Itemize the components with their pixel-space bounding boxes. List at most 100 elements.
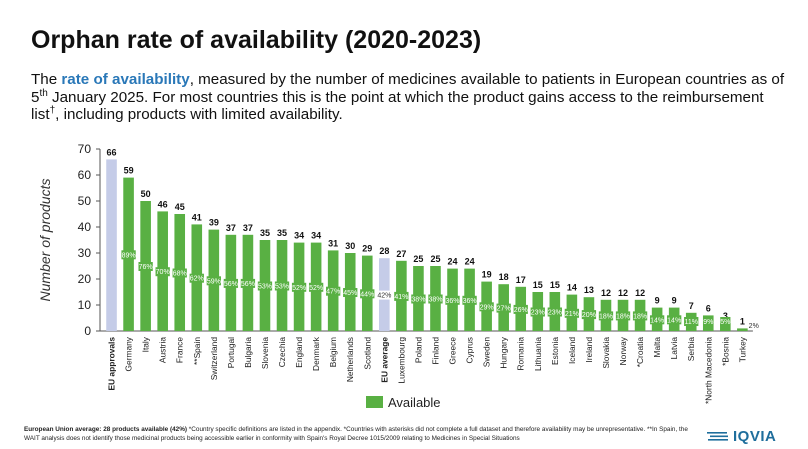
x-category-label: Sweden (482, 337, 492, 368)
bar-percent-label: 11% (684, 319, 698, 326)
reference-bar (106, 159, 117, 331)
bar-value-label: 41 (192, 212, 202, 222)
page-title: Orphan rate of availability (2020-2023) (31, 26, 482, 54)
bar-percent-label: 23% (548, 310, 562, 317)
bar-percent-label: 18% (633, 313, 647, 320)
bar-percent-label: 52% (292, 285, 306, 292)
y-tick-label: 50 (78, 194, 92, 208)
bar-percent-label-bg (615, 311, 631, 321)
bar-value-label: 24 (465, 257, 475, 267)
x-category-label: *North Macedonia (703, 337, 713, 404)
bar-percent-label: 56% (241, 281, 255, 288)
bar-percent-label: 42% (377, 293, 391, 300)
bar-percent-label-bg (343, 288, 358, 297)
subtitle-superscript: th (39, 87, 48, 99)
bar-value-label: 3 (723, 311, 728, 321)
y-tick-label: 60 (78, 168, 92, 182)
y-tick-label: 10 (78, 298, 92, 312)
x-category-label: Estonia (550, 337, 560, 365)
bar-value-label: 19 (482, 270, 492, 280)
bar-percent-label: 59% (207, 278, 221, 285)
bar-value-label: 17 (516, 275, 526, 285)
bar-value-label: 50 (141, 189, 151, 199)
x-category-label: Romania (516, 337, 526, 371)
bar-percent-label-bg (564, 308, 580, 318)
bar-value-label: 6 (706, 303, 711, 313)
bar-percent-label: 20% (582, 312, 596, 319)
x-category-label: *Bosnia (720, 337, 730, 366)
x-category-label: Austria (158, 337, 168, 363)
bar-percent-label: 38% (411, 297, 425, 304)
bar-percent-label: 2% (749, 323, 759, 330)
x-category-label: Portugal (226, 337, 236, 368)
bar (737, 328, 748, 331)
subtitle-highlight: rate of availability (61, 71, 190, 88)
bar-value-label: 59 (124, 166, 134, 176)
x-category-label: Lithuania (533, 337, 543, 371)
x-category-label: Iceland (567, 337, 577, 364)
bar-value-label: 9 (672, 296, 677, 306)
bar-percent-label: 14% (667, 317, 681, 324)
y-tick-label: 0 (84, 324, 91, 338)
y-axis-label: Number of products (37, 179, 53, 302)
bar-percent-label-bg (240, 278, 256, 288)
bar-value-label: 28 (379, 246, 389, 256)
bar-percent-label-bg (206, 276, 221, 286)
footnote: European Union average: 28 products avai… (24, 426, 694, 443)
bar-percent-label: 36% (463, 298, 477, 305)
bar-percent-label-bg (308, 282, 324, 292)
bar-value-label: 27 (396, 249, 406, 259)
x-category-label: Latvia (669, 337, 679, 360)
x-category-label: England (294, 337, 304, 368)
x-category-label: **Spain (192, 337, 202, 365)
bar-value-label: 25 (413, 254, 423, 264)
subtitle-dagger: † (49, 104, 56, 116)
bar-percent-label-bg (291, 282, 307, 292)
x-category-label: *Croatia (635, 337, 645, 368)
x-category-label: Czechia (277, 337, 287, 368)
bar-percent-label: 62% (190, 276, 204, 283)
bar-value-label: 7 (689, 301, 694, 311)
y-tick-label: 20 (78, 272, 92, 286)
x-category-label: Greece (448, 337, 458, 365)
y-tick-label: 70 (78, 142, 92, 156)
bar-value-label: 14 (567, 283, 577, 293)
bar (720, 323, 731, 331)
x-category-label: EU approvals (107, 337, 117, 391)
bar-value-label: 35 (260, 228, 270, 238)
bar-percent-label-bg (121, 250, 136, 260)
bar-percent-label-bg (703, 317, 714, 326)
bar-value-label: 34 (294, 231, 304, 241)
x-category-label: Switzerland (209, 337, 219, 381)
bar-percent-label-bg (326, 286, 341, 296)
bar-percent-label-bg (257, 281, 273, 291)
iqvia-logo-mark-icon (707, 431, 728, 441)
iqvia-logo: IQVIA (707, 428, 776, 445)
bar-percent-label-bg (581, 310, 597, 320)
bar-percent-label: 18% (599, 313, 613, 320)
bar-value-label: 9 (655, 296, 660, 306)
bar-value-label: 15 (533, 280, 543, 290)
x-category-label: Serbia (686, 337, 696, 362)
x-category-label: France (175, 337, 185, 363)
bar-value-label: 35 (277, 228, 287, 238)
bar-percent-label: 9% (703, 319, 713, 326)
bar-value-label: 29 (362, 244, 372, 254)
bar-percent-label-bg (479, 302, 494, 312)
bar-percent-label-bg (274, 281, 290, 291)
bar-value-label: 30 (345, 241, 355, 251)
bar-percent-label-bg (547, 307, 562, 317)
bar-percent-label: 45% (343, 290, 357, 297)
bar-percent-label-bg (684, 317, 699, 326)
bar-percent-label: 52% (309, 285, 323, 292)
bar-percent-label-bg (223, 278, 239, 288)
bar-value-label: 15 (550, 280, 560, 290)
x-category-label: Malta (652, 337, 662, 358)
bar-value-label: 24 (448, 257, 458, 267)
x-category-label: Scotland (362, 337, 372, 370)
subtitle-part3: , including products with limited availa… (55, 106, 343, 123)
x-category-label: Hungary (499, 336, 509, 368)
footnote-eu-average: European Union average: 28 products avai… (24, 426, 188, 433)
legend-label: Available (388, 395, 441, 410)
